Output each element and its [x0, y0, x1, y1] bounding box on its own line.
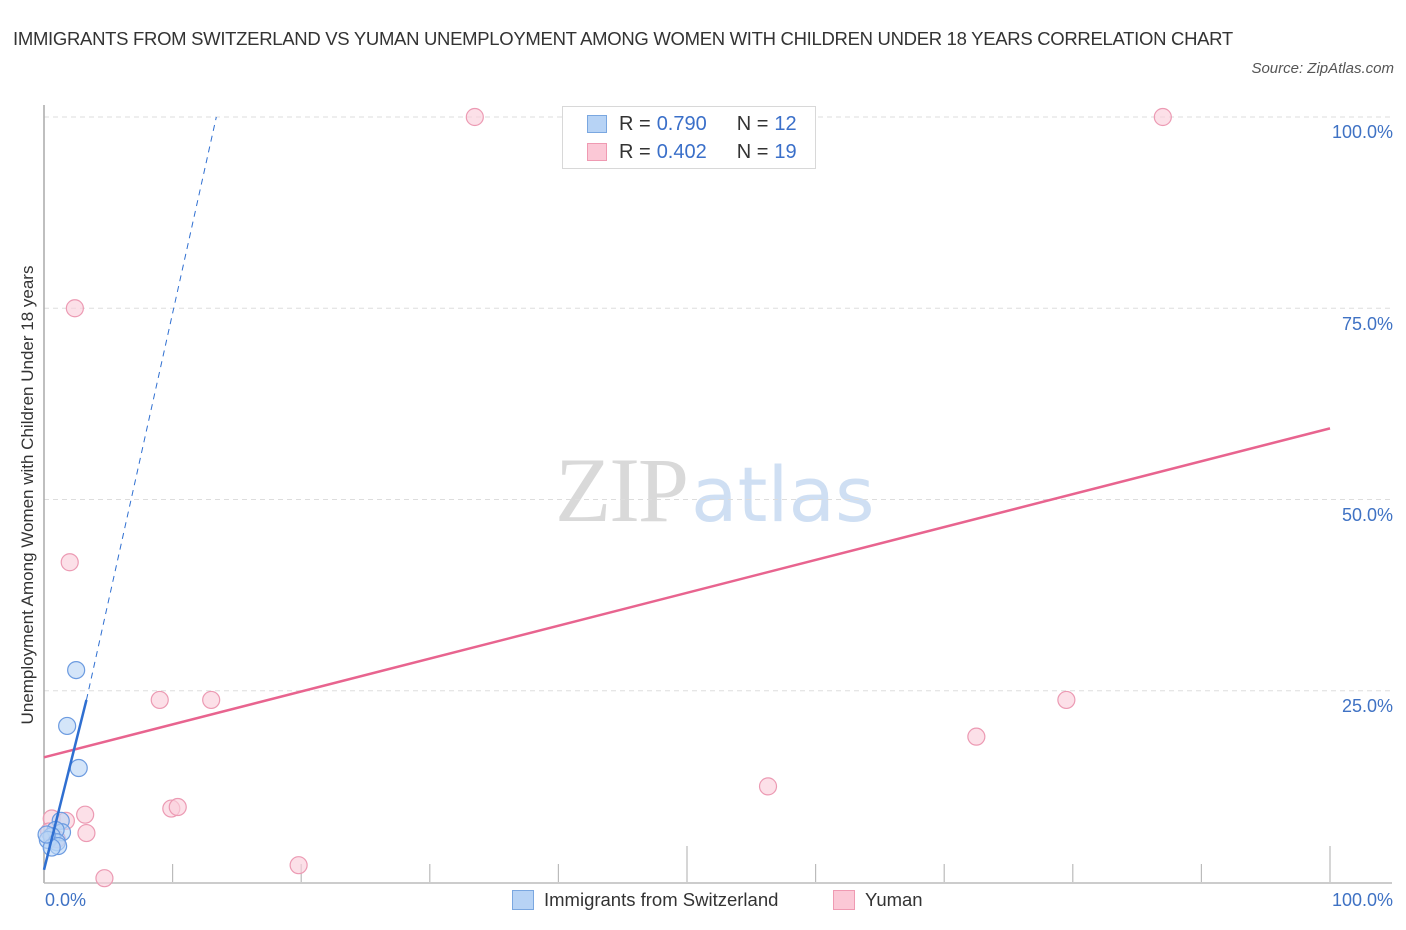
- y-tick-25: 25.0%: [1341, 696, 1393, 716]
- yuman-point: [758, 777, 778, 796]
- trendlines: [42, 116, 1331, 871]
- yuman-point: [65, 299, 84, 318]
- watermark-atlas: atlas: [691, 450, 875, 539]
- n-value: 19: [774, 140, 797, 163]
- correlation-stats-box: R = 0.790 N = 12 R = 0.402 N = 19: [562, 106, 816, 169]
- y-tick-100: 100.0%: [1331, 122, 1393, 142]
- yuman-trendline: [43, 427, 1331, 759]
- legend-label-yuman: Yuman: [865, 889, 923, 910]
- yuman-point: [77, 823, 96, 843]
- watermark-zip: ZIP: [555, 439, 689, 541]
- stats-row-switzerland: R = 0.790 N = 12: [587, 111, 797, 137]
- yuman-point: [967, 727, 986, 746]
- x-tick-100: 100.0%: [1331, 890, 1393, 910]
- legend-item-switzerland[interactable]: Immigrants from Switzerland: [512, 889, 778, 911]
- r-label: R =: [619, 112, 651, 135]
- yuman-point: [150, 690, 169, 710]
- switzerland-swatch: [587, 115, 607, 133]
- stats-row-yuman: R = 0.402 N = 19: [587, 139, 797, 165]
- legend-item-yuman[interactable]: Yuman: [833, 889, 923, 911]
- x-tick-0: 0.0%: [45, 890, 87, 910]
- source-credit: Source: ZipAtlas.com: [1251, 60, 1394, 77]
- r-value: 0.402: [656, 140, 707, 163]
- gridlines: [44, 116, 1392, 692]
- zipatlas-watermark: ZIPatlas: [555, 440, 875, 545]
- yuman-point: [168, 797, 187, 817]
- y-tick-50: 50.0%: [1341, 505, 1393, 525]
- yuman-points: [40, 107, 1172, 888]
- switzerland-trendline-extension: [85, 116, 217, 701]
- n-value: 12: [774, 112, 797, 135]
- n-label: N =: [736, 112, 769, 135]
- switzerland-point: [58, 716, 77, 736]
- yuman-point: [465, 107, 484, 127]
- yuman-point: [1057, 690, 1076, 710]
- yuman-point: [202, 690, 221, 710]
- legend-swatch-yuman: [833, 890, 855, 910]
- yuman-point: [60, 553, 79, 572]
- switzerland-point: [69, 758, 88, 778]
- axes: [43, 105, 1392, 884]
- r-value: 0.790: [656, 112, 707, 135]
- yuman-point: [289, 856, 308, 875]
- switzerland-trendline: [42, 699, 88, 871]
- yuman-swatch: [587, 143, 607, 161]
- yuman-point: [95, 869, 114, 888]
- legend-label-switzerland: Immigrants from Switzerland: [544, 889, 779, 910]
- n-label: N =: [736, 140, 769, 163]
- y-tick-75: 75.0%: [1341, 314, 1393, 334]
- switzerland-point: [67, 660, 86, 680]
- yuman-point: [1153, 107, 1172, 127]
- r-label: R =: [619, 140, 651, 163]
- y-axis-label: Unemployment Among Women with Children U…: [18, 265, 37, 725]
- legend-swatch-switzerland: [512, 890, 534, 910]
- yuman-point: [76, 805, 95, 824]
- chart-title: IMMIGRANTS FROM SWITZERLAND VS YUMAN UNE…: [13, 28, 1233, 49]
